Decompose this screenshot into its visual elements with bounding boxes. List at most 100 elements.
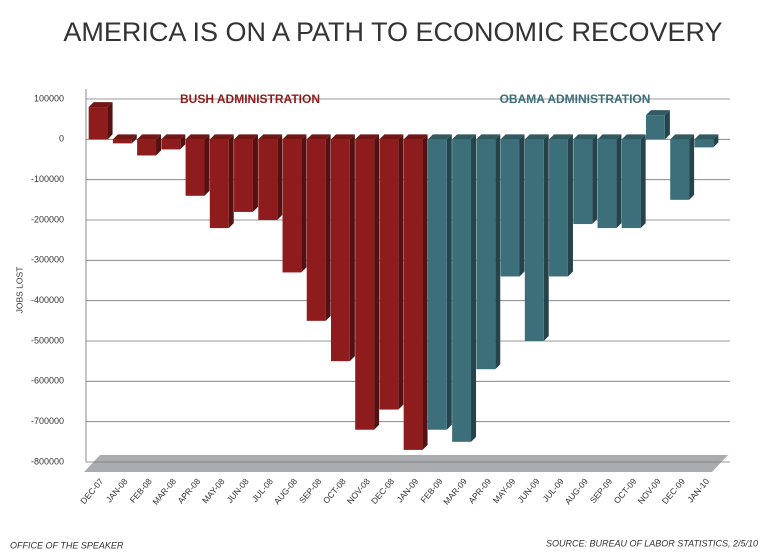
x-tick-label: DEC-08 <box>369 476 396 506</box>
y-tick-label: -100000 <box>31 174 64 184</box>
bar-top <box>137 134 162 140</box>
x-tick-label: JAN-09 <box>394 476 420 504</box>
x-tick-label: MAY-09 <box>491 476 518 505</box>
y-tick-label: -300000 <box>31 255 64 265</box>
bar-side <box>277 134 283 220</box>
bar-side <box>519 134 525 277</box>
bar-side <box>567 134 573 277</box>
bar <box>355 139 375 430</box>
x-tick-label: NOV-09 <box>636 476 663 506</box>
bar-top <box>645 110 670 116</box>
chart-title: AMERICA IS ON A PATH TO ECONOMIC RECOVER… <box>63 17 722 47</box>
bar <box>573 139 593 225</box>
x-tick-label: NOV-08 <box>345 476 372 506</box>
bar-top <box>234 134 258 140</box>
bar <box>88 107 108 140</box>
bar-side <box>495 134 501 370</box>
x-tick-label: MAY-08 <box>200 476 227 505</box>
x-tick-label: OCT-09 <box>612 476 639 505</box>
bar <box>137 139 157 156</box>
bar-side <box>446 134 452 430</box>
x-tick-label: SEP-09 <box>588 476 615 505</box>
bar-side <box>422 134 428 450</box>
bar-side <box>640 134 646 229</box>
bar <box>597 139 617 229</box>
bar <box>621 139 641 229</box>
bar-side <box>398 134 404 410</box>
x-tick-label: AUG-08 <box>272 476 300 506</box>
bar <box>427 139 447 430</box>
y-tick-label: -500000 <box>31 335 64 345</box>
bar-top <box>452 134 477 140</box>
bar-side <box>131 134 137 144</box>
bar-side <box>471 134 477 442</box>
bar <box>161 139 181 150</box>
bar-side <box>107 102 113 140</box>
bar <box>452 139 472 442</box>
bar <box>524 139 544 341</box>
bar-side <box>543 134 549 341</box>
x-tick-label: APR-08 <box>176 476 203 505</box>
bar-top <box>670 134 695 140</box>
bar-side <box>156 134 162 156</box>
bar-top <box>524 134 549 140</box>
x-tick-label: MAR-09 <box>441 476 469 507</box>
bar <box>330 139 350 362</box>
y-tick-label: -700000 <box>31 416 64 426</box>
x-tick-label: MAR-08 <box>150 476 178 507</box>
x-tick-label: APR-09 <box>466 476 493 505</box>
bar-side <box>325 134 331 321</box>
bar-top <box>306 134 331 140</box>
bar-side <box>374 134 380 430</box>
bar-top <box>573 134 598 140</box>
bar-side <box>616 134 622 229</box>
x-tick-label: AUG-09 <box>563 476 591 506</box>
bar-top <box>112 134 137 140</box>
bar-top <box>694 134 719 140</box>
bar-top <box>161 134 186 140</box>
bar-side <box>204 134 210 196</box>
bar-side <box>180 134 186 150</box>
bar <box>500 139 520 277</box>
y-tick-label: -200000 <box>31 214 64 224</box>
bar <box>694 139 714 148</box>
bar <box>185 139 205 196</box>
bar <box>549 139 568 277</box>
bar-top <box>621 134 646 140</box>
bar <box>234 139 253 212</box>
bar-side <box>301 134 307 273</box>
bar-side <box>592 134 598 225</box>
y-tick-label: -800000 <box>31 456 64 466</box>
x-tick-label: JUN-09 <box>515 476 541 505</box>
x-tick-label: JUN-08 <box>225 476 251 505</box>
legend-label: BUSH ADMINISTRATION <box>180 92 320 106</box>
bar-top <box>330 134 355 140</box>
bar-top <box>88 102 113 108</box>
bar <box>476 139 496 370</box>
y-tick-label: -400000 <box>31 295 64 305</box>
y-tick-label: 100000 <box>34 93 64 103</box>
bar <box>403 139 423 450</box>
x-tick-label: JAN-08 <box>104 476 130 504</box>
bar-side <box>664 110 670 140</box>
bar-top <box>185 134 210 140</box>
bar-side <box>228 134 234 229</box>
x-tick-label: OCT-08 <box>321 476 348 505</box>
bar <box>282 139 302 273</box>
bar <box>645 115 665 140</box>
bar <box>379 139 399 410</box>
bar <box>306 139 326 321</box>
bar-top <box>403 134 428 140</box>
y-tick-label: -600000 <box>31 376 64 386</box>
bar-top <box>258 134 283 140</box>
bar-side <box>689 134 695 200</box>
x-tick-label: DEC-07 <box>78 476 105 506</box>
bar-side <box>252 134 258 212</box>
floor <box>84 455 728 472</box>
bar <box>258 139 278 220</box>
bar-side <box>713 134 719 148</box>
bar <box>670 139 690 200</box>
bar <box>112 139 132 144</box>
bar-top <box>427 134 452 140</box>
